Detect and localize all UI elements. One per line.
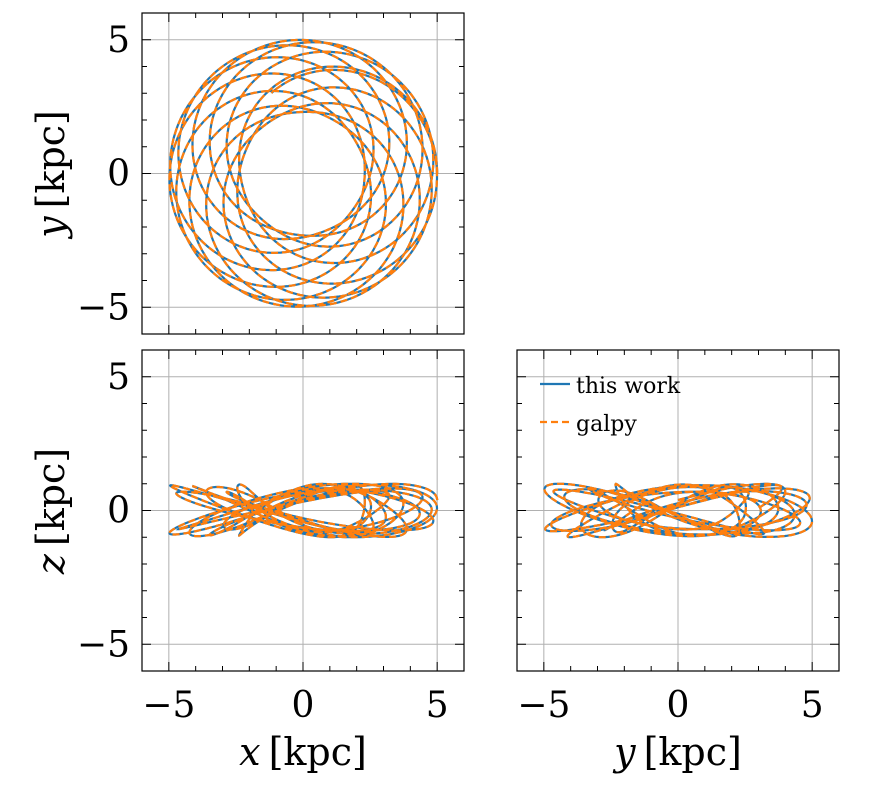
ytick-label: 0: [107, 154, 130, 195]
legend-label-galpy: galpy: [576, 412, 637, 437]
panel-xz: −5 0 5 −5 0 5: [77, 349, 465, 726]
xtick-label: −5: [517, 685, 570, 726]
ytick-label: 0: [107, 491, 130, 532]
series-galpy-line: [543, 482, 814, 539]
ytick-label: −5: [77, 624, 130, 665]
xtick-label: 0: [292, 685, 315, 726]
panel-yz: −5 0 5: [516, 349, 840, 726]
xtick-label: 5: [801, 685, 824, 726]
series-this-work-line: [168, 38, 439, 308]
svg-text:y[kpc]: y [kpc]: [29, 110, 73, 240]
panel-xy: −5 0 5: [77, 12, 465, 335]
xtick-label: 0: [667, 685, 690, 726]
xlabel-xz-unit: [kpc]: [269, 730, 367, 774]
xtick-label: 5: [426, 685, 449, 726]
xlabel-yz: y [kpc]: [612, 730, 742, 774]
xlabel-yz-var: y: [612, 730, 636, 774]
xlabel-xz: x [kpc]: [239, 730, 367, 774]
legend: this work galpy: [540, 374, 681, 437]
ytick-label: 5: [107, 20, 130, 61]
ylabel-xy-var: y: [29, 216, 73, 240]
legend-label-this-work: this work: [576, 374, 681, 399]
xtick-label: −5: [142, 685, 195, 726]
series-galpy-line: [168, 482, 439, 539]
ytick-label: −5: [77, 287, 130, 328]
ytick-label: 5: [107, 357, 130, 398]
xlabel-xz-var: x: [239, 730, 260, 774]
xlabel-yz-unit: [kpc]: [644, 730, 742, 774]
ylabel-xz-var: z: [29, 553, 73, 575]
svg-text:z[kpc]: z [kpc]: [29, 448, 73, 575]
ylabel-xy: y [kpc]: [29, 110, 73, 240]
ylabel-xy-unit: [kpc]: [29, 110, 73, 208]
ylabel-xz-unit: [kpc]: [29, 448, 73, 546]
ylabel-xz: z [kpc]: [29, 448, 73, 575]
